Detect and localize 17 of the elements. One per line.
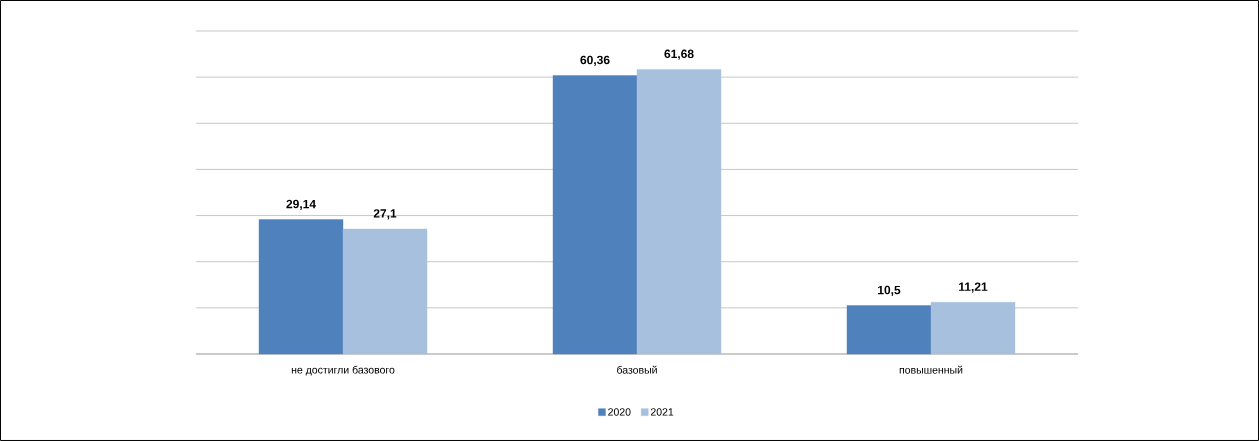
bar — [930, 302, 1016, 355]
legend-label: 2020 — [608, 408, 631, 416]
legend-label: 2021 — [650, 408, 674, 416]
data-label: 61,68 — [664, 49, 694, 60]
x-tick-label: не достигли базового — [291, 365, 395, 376]
data-label: 27,1 — [373, 209, 397, 220]
bar — [258, 219, 344, 355]
bar — [342, 228, 428, 355]
bar — [846, 305, 932, 355]
data-label: 60,36 — [580, 55, 610, 66]
x-tick-label: повышенный — [899, 365, 963, 374]
x-tick-label: базовый — [617, 365, 657, 374]
bar — [552, 75, 638, 355]
data-label: 11,21 — [959, 282, 988, 293]
data-label: 10,5 — [878, 285, 901, 296]
data-label: 29,14 — [286, 199, 316, 210]
bar — [636, 69, 722, 355]
